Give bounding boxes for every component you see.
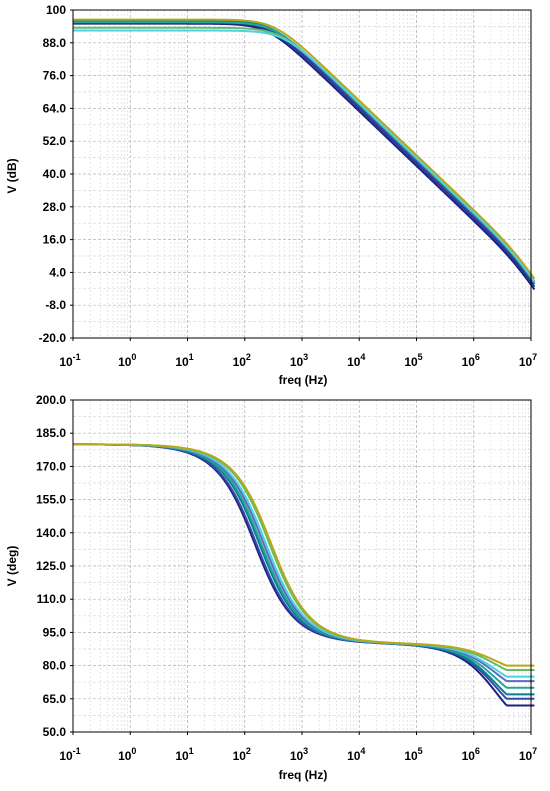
phase-plot: 200.0 185.0 170.0 155.0 140.0 125.0 110.0 95.0 8…	[5, 393, 537, 782]
x-tick-label: 106	[462, 746, 480, 763]
y-tick-label: 95.0	[43, 625, 67, 639]
y-tick-label: 50.0	[43, 725, 67, 739]
y-tick-label: 76.0	[43, 69, 67, 83]
y-tick-label: -8.0	[45, 298, 66, 312]
y-tick-label: 110.0	[37, 592, 67, 606]
magnitude-plot: 100 88.0 76.0 64.0 52.0 40.0 28.0 16.0 4.0 -8.0 -2…	[5, 3, 537, 387]
x-tick-label: 10-1	[59, 352, 80, 369]
y-tick-label: 100	[46, 3, 66, 17]
y-tick-label: 170.0	[36, 459, 66, 473]
x-tick-label: 104	[347, 746, 365, 763]
x-tick-label: 100	[118, 352, 136, 369]
series-line-1	[73, 21, 536, 288]
y-tick-label: 52.0	[43, 134, 67, 148]
series-line-5	[73, 443, 535, 678]
series-line-6	[73, 29, 536, 282]
x-tick-label: 101	[175, 746, 193, 763]
y-tick-label: -20.0	[39, 331, 67, 345]
series-line-4	[73, 443, 535, 683]
x-tick-label: 107	[519, 352, 537, 369]
y-tick-label: 40.0	[43, 167, 67, 181]
x-tick-label: 106	[462, 352, 480, 369]
y-tick-label: 125.0	[36, 559, 66, 573]
x-tick-label: 100	[118, 746, 136, 763]
x-axis-label: freq (Hz)	[279, 768, 328, 782]
x-tick-label: 103	[290, 352, 308, 369]
series-line-7	[73, 18, 536, 280]
y-tick-label: 28.0	[43, 200, 67, 214]
x-tick-label: 104	[347, 352, 365, 369]
y-tick-label: 65.0	[43, 692, 67, 706]
series-group	[72, 443, 535, 707]
series-line-6	[72, 443, 535, 672]
x-tick-label: 105	[404, 352, 422, 369]
series-line-4	[73, 21, 536, 283]
grid	[72, 399, 532, 733]
y-tick-label: 155.0	[36, 493, 66, 507]
x-tick-label: 107	[519, 746, 537, 763]
y-tick-label: 88.0	[43, 36, 67, 50]
series-line-7	[73, 443, 535, 667]
series-line-0	[72, 443, 535, 707]
y-tick-label: 64.0	[43, 101, 67, 115]
series-line-0	[73, 22, 536, 291]
x-tick-label: 102	[233, 746, 251, 763]
y-tick-label: 185.0	[36, 426, 66, 440]
x-axis-label: freq (Hz)	[279, 373, 328, 387]
series-line-5	[73, 26, 536, 283]
y-tick-label: 200.0	[36, 393, 66, 407]
y-axis-label: V (deg)	[5, 546, 19, 587]
x-tick-label: 102	[233, 352, 251, 369]
y-axis-label: V (dB)	[5, 158, 19, 193]
y-tick-label: 140.0	[36, 526, 66, 540]
grid	[72, 9, 532, 339]
x-tick-label: 105	[404, 746, 422, 763]
x-tick-label: 103	[290, 746, 308, 763]
plot-frame	[72, 9, 532, 339]
x-tick-label: 101	[175, 352, 193, 369]
series-group	[73, 18, 536, 291]
series-line-2	[73, 19, 536, 285]
y-tick-label: 80.0	[43, 659, 67, 673]
x-tick-label: 10-1	[59, 746, 80, 763]
y-tick-label: 16.0	[43, 233, 67, 247]
y-tick-label: 4.0	[49, 265, 66, 279]
